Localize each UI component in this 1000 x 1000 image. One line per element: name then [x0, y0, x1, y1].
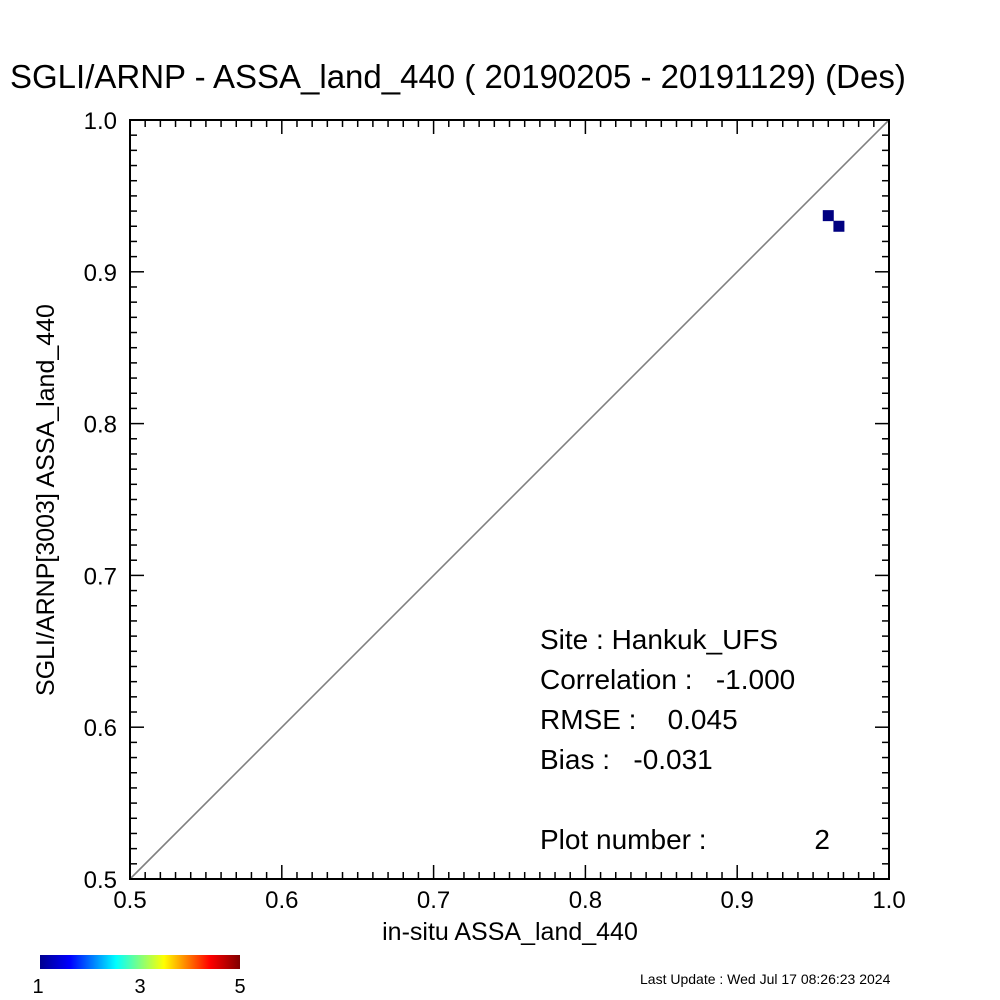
- data-point: [822, 210, 834, 222]
- y-tick-label: 0.8: [84, 412, 117, 439]
- one-to-one-line: [129, 119, 890, 880]
- x-tick-label: 0.9: [721, 887, 754, 914]
- colorbar-gradient: [40, 955, 240, 969]
- x-tick-label: 0.6: [265, 887, 298, 914]
- stats-rmse: RMSE : 0.045: [540, 704, 738, 735]
- chart-title: SGLI/ARNP - ASSA_land_440 ( 20190205 - 2…: [10, 58, 906, 95]
- colorbar-max-label: 5: [234, 976, 245, 998]
- x-tick-label: 1.0: [872, 887, 905, 914]
- stats-bias: Bias : -0.031: [540, 744, 713, 775]
- y-tick-label: 1.0: [84, 108, 117, 135]
- x-axis-label: in-situ ASSA_land_440: [382, 918, 638, 946]
- y-axis-label: SGLI/ARNP[3003] ASSA_land_440: [32, 304, 60, 696]
- stats-site: Site : Hankuk_UFS: [540, 624, 778, 655]
- data-points: [822, 210, 845, 232]
- x-tick-label: 0.8: [569, 887, 602, 914]
- last-update-footer: Last Update : Wed Jul 17 08:26:23 2024: [640, 971, 891, 987]
- stats-plot-number-label: Plot number :: [540, 824, 707, 855]
- y-tick-label: 0.9: [84, 260, 117, 287]
- colorbar-min-label: 1: [32, 976, 43, 998]
- plot-axes: 0.5 0.6 0.7 0.8 0.9 1.0 0.5 0.6 0.7 0.8 0.9 1.0: [84, 108, 906, 914]
- stats-plot-number-value: 2: [814, 824, 830, 855]
- y-tick-label: 0.6: [84, 715, 117, 742]
- x-tick-label: 0.5: [113, 887, 146, 914]
- stats-box: Site : Hankuk_UFS Correlation : -1.000 R…: [540, 624, 830, 855]
- colorbar: 1 3 5: [32, 955, 246, 998]
- y-tick-label: 0.7: [84, 563, 117, 590]
- y-tick-label: 0.5: [84, 867, 117, 894]
- x-tick-label: 0.7: [417, 887, 450, 914]
- stats-correlation: Correlation : -1.000: [540, 664, 795, 695]
- colorbar-mid-label: 3: [134, 976, 145, 998]
- data-point: [833, 220, 845, 232]
